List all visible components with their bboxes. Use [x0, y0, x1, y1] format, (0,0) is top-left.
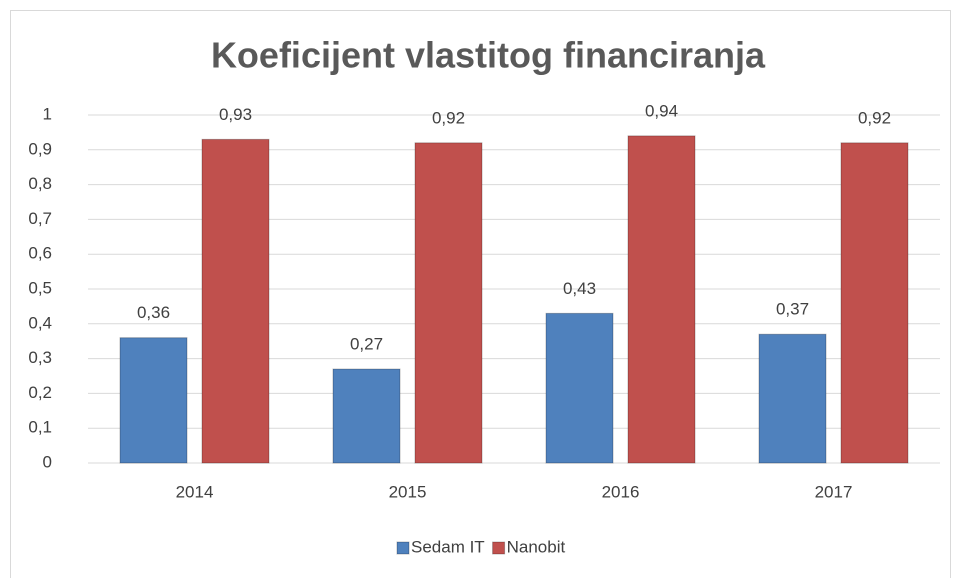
value-label: 0,92 [432, 108, 465, 127]
x-tick-label: 2014 [176, 482, 214, 501]
y-tick-label: 0 [43, 452, 52, 471]
y-tick-label: 0,3 [28, 348, 52, 367]
y-tick-label: 0,1 [28, 418, 52, 437]
value-label: 0,94 [645, 101, 678, 120]
bar [332, 368, 401, 464]
legend-swatch [396, 541, 410, 555]
bar [545, 312, 614, 464]
bar [119, 337, 188, 464]
y-tick-label: 0,2 [28, 383, 52, 402]
y-tick-label: 0,5 [28, 278, 52, 297]
bar [627, 135, 696, 464]
value-label: 0,93 [219, 105, 252, 124]
legend-swatch [492, 541, 506, 555]
legend-label: Sedam IT [411, 537, 485, 556]
bar [840, 142, 909, 464]
x-tick-label: 2016 [602, 482, 640, 501]
chart-title: Koeficijent vlastitog financiranja [211, 35, 766, 76]
value-label: 0,36 [137, 303, 170, 322]
x-tick-label: 2015 [389, 482, 427, 501]
y-tick-label: 0,4 [28, 313, 52, 332]
value-label: 0,43 [563, 279, 596, 298]
legend-label: Nanobit [507, 537, 566, 556]
value-label: 0,92 [858, 108, 891, 127]
y-tick-label: 0,8 [28, 174, 52, 193]
bar [201, 138, 270, 464]
value-label: 0,27 [350, 335, 383, 354]
y-tick-label: 0,7 [28, 209, 52, 228]
bar [414, 142, 483, 464]
y-tick-label: 0,6 [28, 244, 52, 263]
x-tick-label: 2017 [815, 482, 853, 501]
value-label: 0,37 [776, 300, 809, 319]
y-tick-label: 0,9 [28, 139, 52, 158]
y-tick-label: 1 [43, 104, 52, 123]
bar [758, 333, 827, 464]
